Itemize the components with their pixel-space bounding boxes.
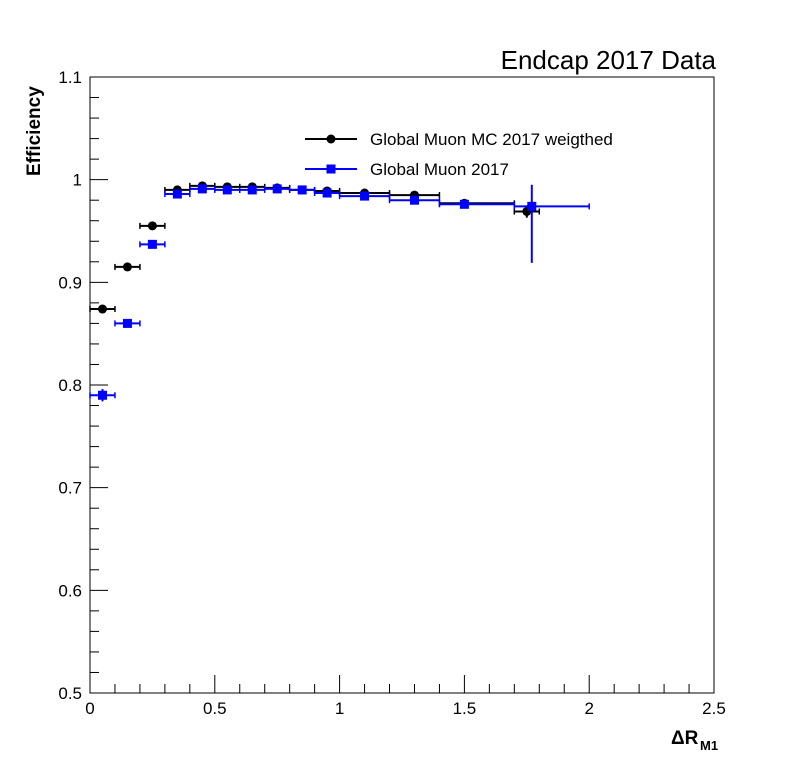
data-point bbox=[139, 221, 166, 231]
marker-square bbox=[527, 201, 537, 211]
data-point bbox=[114, 262, 141, 272]
data-point bbox=[89, 389, 116, 402]
x-axis-label-subscript: M1 bbox=[700, 738, 718, 753]
legend-label: Global Muon 2017 bbox=[370, 160, 509, 179]
marker-square bbox=[197, 184, 207, 194]
marker-square bbox=[97, 390, 107, 400]
marker-square bbox=[222, 185, 232, 195]
y-tick-label: 0.7 bbox=[58, 479, 82, 498]
y-tick-label: 0.9 bbox=[58, 273, 82, 292]
y-tick-label: 0.6 bbox=[58, 581, 82, 600]
x-tick-label: 1 bbox=[335, 699, 344, 718]
data-point bbox=[438, 198, 516, 208]
data-point bbox=[388, 195, 441, 205]
y-tick-label: 0.8 bbox=[58, 376, 82, 395]
legend-label: Global Muon MC 2017 weigthed bbox=[370, 130, 613, 149]
y-tick-label: 1 bbox=[73, 171, 82, 190]
data-point bbox=[313, 188, 341, 198]
x-tick-label: 2 bbox=[584, 699, 593, 718]
marker-circle bbox=[97, 304, 107, 314]
chart-title: Endcap 2017 Data bbox=[501, 45, 717, 75]
x-tick-label: 1.5 bbox=[453, 699, 477, 718]
data-point bbox=[438, 199, 516, 209]
legend-marker bbox=[326, 134, 336, 144]
legend: Global Muon MC 2017 weigthed Global Muon … bbox=[305, 130, 613, 179]
marker-square bbox=[297, 185, 307, 195]
series-1 bbox=[89, 181, 541, 314]
legend-entry-1: Global Muon MC 2017 weigthed bbox=[305, 130, 613, 149]
data-point bbox=[139, 239, 166, 249]
legend-marker bbox=[326, 164, 336, 174]
y-tick-label: 1.1 bbox=[58, 68, 82, 87]
marker-square bbox=[147, 239, 157, 249]
y-axis-label: Efficiency bbox=[24, 86, 45, 176]
marker-square bbox=[247, 185, 257, 195]
data-point bbox=[114, 318, 141, 328]
data-point bbox=[164, 189, 191, 199]
marker-square bbox=[272, 184, 282, 194]
y-axis: 0.5 0.6 0.7 0.8 0.9 1 1.1 bbox=[58, 68, 108, 703]
data-point bbox=[513, 184, 590, 263]
marker-square bbox=[122, 318, 132, 328]
data-point bbox=[288, 185, 316, 195]
data-point bbox=[263, 184, 291, 194]
x-axis-label-group: ΔR M1 bbox=[671, 728, 718, 753]
x-tick-label: 0 bbox=[85, 699, 94, 718]
marker-square bbox=[459, 199, 469, 209]
y-tick-label: 0.5 bbox=[58, 684, 82, 703]
data-series bbox=[89, 181, 590, 402]
x-tick-label: 0.5 bbox=[203, 699, 227, 718]
marker-square bbox=[322, 188, 332, 198]
marker-square bbox=[409, 195, 419, 205]
marker-circle bbox=[147, 221, 157, 231]
marker-circle bbox=[122, 262, 132, 272]
marker-square bbox=[360, 191, 370, 201]
x-tick-label: 2.5 bbox=[702, 699, 726, 718]
series-2 bbox=[89, 184, 590, 402]
x-axis-label: ΔR bbox=[671, 728, 699, 749]
x-axis: 0 0.5 1 1.5 2 2.5 bbox=[85, 675, 726, 718]
data-point bbox=[338, 191, 391, 201]
legend-entry-2: Global Muon 2017 bbox=[305, 160, 509, 179]
data-point bbox=[89, 304, 116, 314]
marker-square bbox=[172, 189, 182, 199]
